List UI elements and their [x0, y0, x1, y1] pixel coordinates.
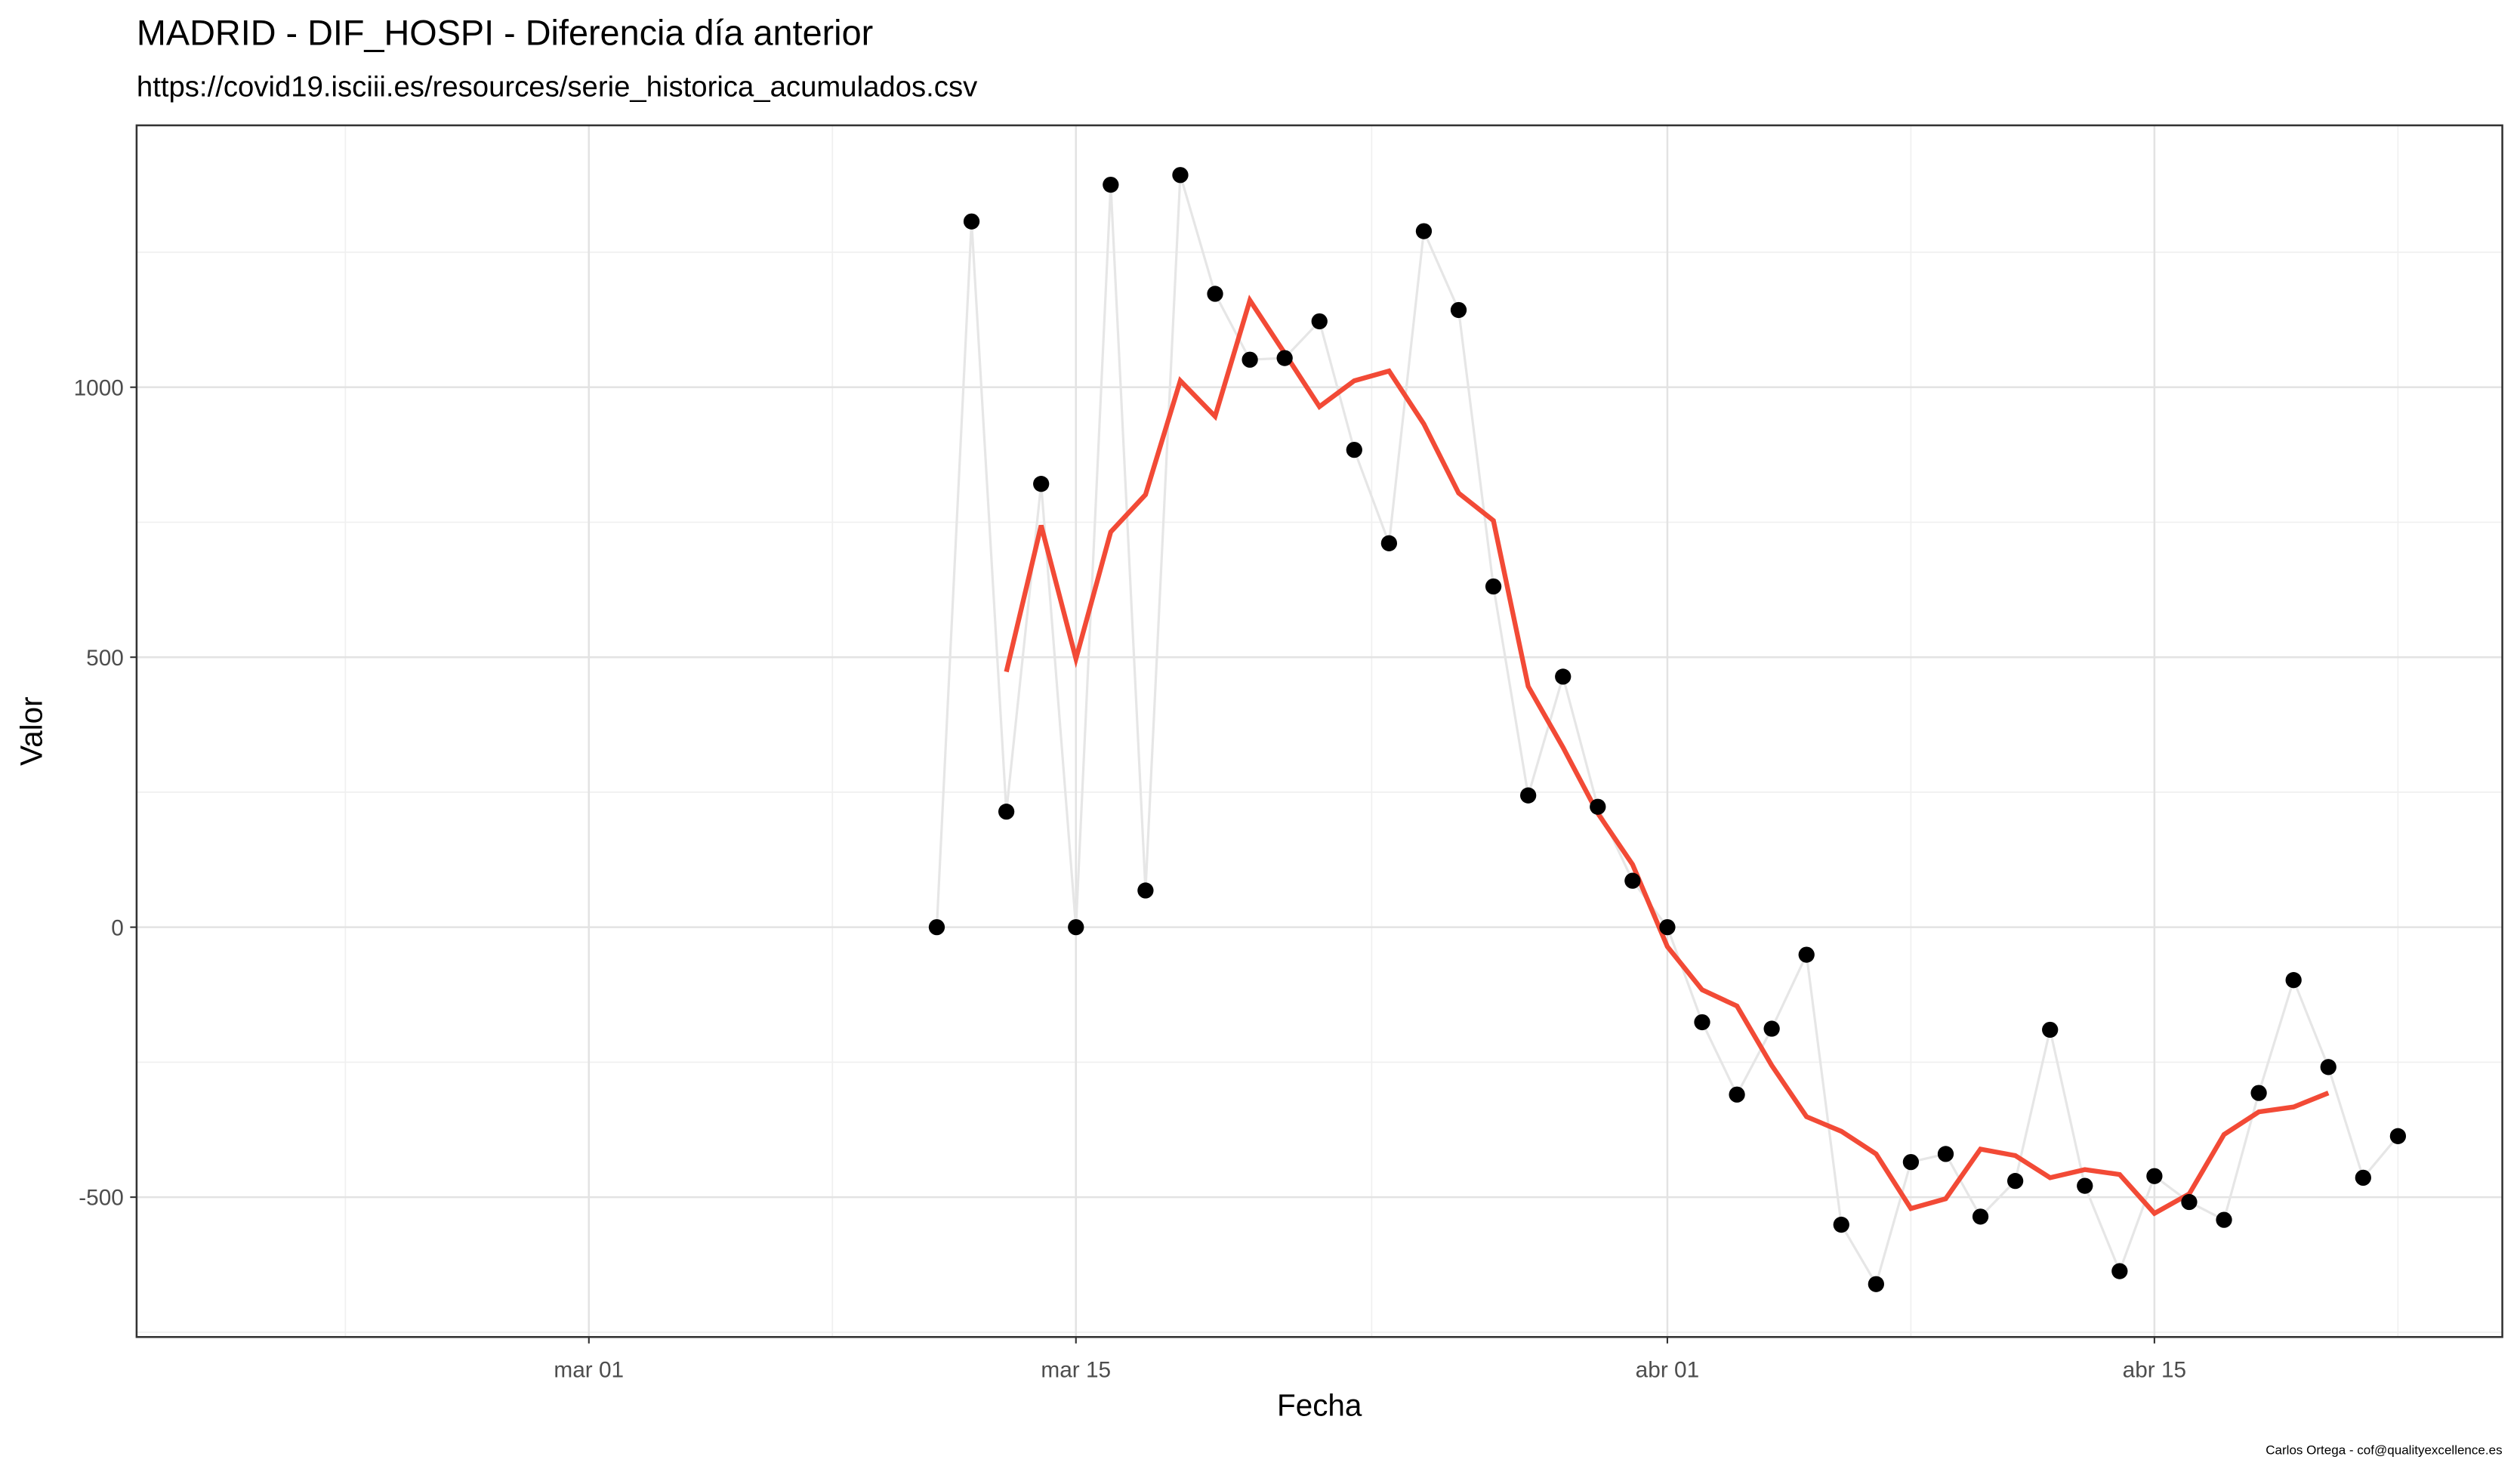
point [2285, 972, 2302, 989]
point [1172, 167, 1189, 184]
point [1555, 668, 1572, 685]
point [1311, 313, 1328, 330]
point [2006, 1173, 2024, 1190]
point [1380, 535, 1398, 551]
point [2389, 1128, 2407, 1144]
point [1450, 301, 1467, 319]
point [1103, 176, 1119, 193]
point [1763, 1020, 1780, 1037]
point [1137, 882, 1154, 899]
point [1590, 798, 1606, 815]
point [1520, 787, 1537, 804]
point [1902, 1153, 1920, 1171]
chart-title: MADRID - DIF_HOSPI - Diferencia día ante… [137, 14, 873, 53]
point [1276, 350, 1293, 366]
point [2250, 1085, 2267, 1101]
x-tick-label: mar 01 [554, 1357, 624, 1382]
point [2216, 1211, 2232, 1228]
point [1485, 578, 1502, 595]
point [1868, 1276, 1884, 1292]
point [1798, 946, 1815, 963]
point [1068, 918, 1084, 936]
point [2355, 1169, 2371, 1187]
y-tick-label: 1000 [74, 375, 124, 400]
point [1972, 1208, 1989, 1225]
point [1729, 1086, 1745, 1103]
point [1937, 1146, 1954, 1162]
x-tick-label: abr 01 [1636, 1357, 1699, 1382]
point [2146, 1168, 2163, 1184]
y-tick-label: 500 [86, 646, 124, 671]
point [1207, 285, 1223, 302]
x-tick-label: mar 15 [1041, 1357, 1111, 1382]
point [1694, 1014, 1710, 1031]
x-axis-title: Fecha [1277, 1388, 1362, 1423]
point [1624, 872, 1641, 889]
point [1659, 918, 1676, 936]
point [1415, 223, 1433, 239]
y-axis-title: Valor [14, 696, 48, 765]
point [2042, 1021, 2059, 1038]
panel-border [135, 124, 2503, 1338]
point [1833, 1216, 1849, 1233]
point [1033, 476, 1050, 492]
point [2320, 1059, 2336, 1075]
average-line [1004, 295, 2330, 1217]
point [963, 213, 980, 230]
caption: Carlos Ortega - cof@qualityexcellence.es [2266, 1443, 2502, 1458]
point [1346, 441, 1362, 458]
point [998, 804, 1015, 820]
point [2181, 1193, 2198, 1211]
y-tick-label: 0 [111, 915, 124, 940]
chart-subtitle: https://covid19.isciii.es/resources/seri… [137, 71, 978, 103]
x-tick-label: abr 15 [2123, 1357, 2186, 1382]
y-tick-label: -500 [79, 1186, 124, 1211]
point [928, 918, 945, 936]
point [2077, 1177, 2093, 1194]
point [2111, 1263, 2128, 1279]
point [1241, 351, 1258, 368]
